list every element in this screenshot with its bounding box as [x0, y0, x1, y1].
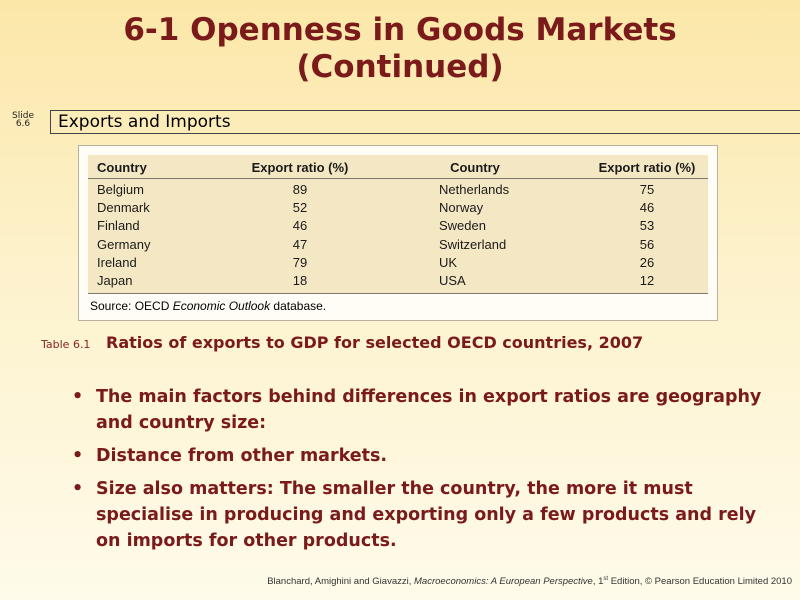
footer-credit: Blanchard, Amighini and Giavazzi, Macroe…: [267, 576, 792, 587]
slide-number-tag: Slide 6.6: [6, 111, 40, 129]
footer-edition: , 1: [592, 576, 604, 588]
table-header-ratio-2: Export ratio (%): [598, 160, 696, 175]
table-cell-ratio-1: 89: [292, 182, 308, 197]
bullet-item: The main factors behind differences in e…: [70, 384, 770, 436]
table-cell-ratio-1: 18: [292, 273, 308, 288]
table-cell-country-1: Japan: [97, 273, 133, 288]
table-header-ratio-1: Export ratio (%): [251, 160, 349, 175]
section-header-box: [50, 110, 800, 134]
table-cell-ratio-1: 52: [292, 200, 308, 216]
table-cell-ratio-2: 46: [639, 200, 655, 216]
table-cell-country-1: Finland: [97, 218, 140, 234]
table-source: Source: OECD Economic Outlook database.: [90, 298, 326, 314]
footer-edition-sup: st: [603, 576, 609, 582]
slide-title-line-2: (Continued): [296, 49, 504, 85]
slide-title: 6-1 Openness in Goods Markets (Continued…: [0, 12, 800, 86]
table-header-country-2: Country: [450, 160, 500, 175]
section-title: Exports and Imports: [58, 112, 231, 132]
table-cell-ratio-2: 26: [639, 254, 655, 270]
table-caption: Ratios of exports to GDP for selected OE…: [106, 333, 644, 352]
footer-rest: Edition, © Pearson Education Limited 201…: [608, 576, 792, 588]
table-cell-country-2: UK: [439, 254, 458, 270]
table-cell-ratio-1: 79: [292, 254, 308, 270]
table-cell-country-2: Switzerland: [439, 236, 507, 252]
source-title: Economic Outlook: [172, 299, 271, 313]
table-cell-country-2: Norway: [439, 200, 484, 216]
table-cell-country-1: Denmark: [97, 200, 150, 216]
table-caption-tag: Table 6.1: [41, 338, 91, 351]
footer-authors: Blanchard, Amighini and Giavazzi,: [267, 576, 415, 588]
bullet-list: The main factors behind differences in e…: [70, 384, 770, 561]
slide-title-line-1: 6-1 Openness in Goods Markets: [123, 12, 677, 48]
table-cell-ratio-1: 46: [292, 218, 308, 234]
table-header-country-1: Country: [97, 160, 147, 175]
table-cell-country-2: USA: [439, 273, 466, 288]
table-cell-ratio-2: 56: [639, 236, 655, 252]
slide-label: Slide: [12, 111, 34, 121]
source-suffix: database.: [270, 299, 327, 313]
table-cell-country-2: Sweden: [439, 218, 486, 234]
table-cell-country-2: Netherlands: [439, 182, 510, 197]
table-cell-ratio-2: 75: [639, 182, 655, 197]
table-cell-ratio-2: 53: [639, 218, 655, 234]
source-prefix: Source: OECD: [90, 299, 173, 313]
table-cell-country-1: Belgium: [97, 182, 144, 197]
table-cell-country-1: Germany: [97, 236, 151, 252]
table-header-row: [88, 155, 708, 179]
table-cell-country-1: Ireland: [97, 254, 137, 270]
bullet-item: Distance from other markets.: [70, 443, 770, 469]
table-cell-ratio-1: 47: [292, 236, 308, 252]
table-source-divider: [88, 293, 708, 294]
slide-number: 6.6: [15, 119, 31, 129]
bullet-item: Size also matters: The smaller the count…: [70, 476, 770, 554]
footer-book: Macroeconomics: A European Perspective: [414, 576, 593, 588]
table-cell-ratio-2: 12: [639, 273, 655, 288]
